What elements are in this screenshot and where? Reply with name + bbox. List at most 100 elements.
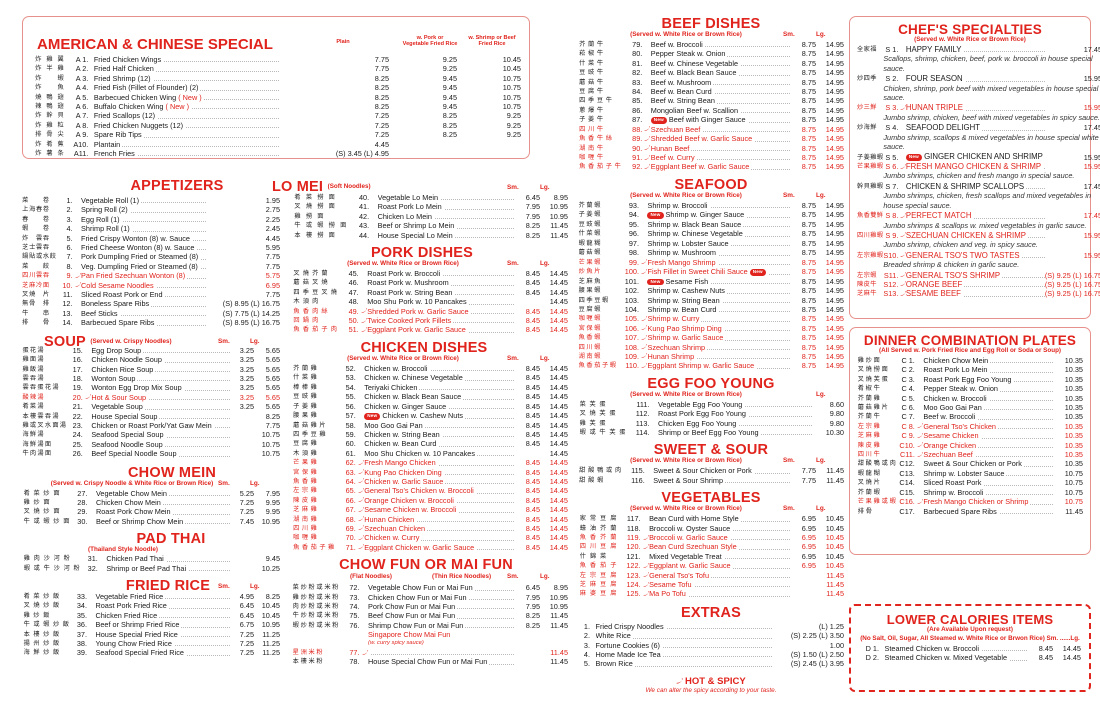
menu-item-row[interactable]: 芒果蝦 99. Fresh Mango Shrimp 8.75 14.95: [578, 257, 844, 267]
menu-item-row[interactable]: 家常豆腐 117. Bean Curd with Home Style 6.95 10.…: [578, 514, 844, 524]
menu-item-row[interactable]: 蘑菇叉燒 46. Roast Pork w. Mushroom 8.45 14.45: [292, 278, 568, 288]
menu-item-row[interactable]: 麻婆豆腐 125. Ma Po Tofu 11.45: [578, 589, 844, 599]
menu-item-row[interactable]: 雞或叉水面湯 23. Chicken or Roast Pork/Yat Gaw M…: [22, 420, 280, 430]
menu-item-row[interactable]: 咖喱牛 91. Beef w. Curry 8.75 14.95: [578, 153, 844, 163]
menu-item-row[interactable]: 芥蘭蝦 C15. Shrimp w. Broccoli 10.75: [857, 487, 1083, 497]
menu-item-row[interactable]: 魚香茄子 122. Eggplant w. Garlic Sauce 6.95 10.4…: [578, 561, 844, 571]
menu-item-row[interactable]: 排骨 14. Barbecued Spare Ribs (S) 8.95 (L) 16…: [22, 318, 280, 328]
menu-item-row[interactable]: 2. White Rice (S) 2.25 (L) 3.50: [578, 631, 844, 641]
menu-item-row[interactable]: 子姜蝦 94. New Shrimp w. Ginger Sauce 8.75 14.9…: [578, 210, 844, 220]
menu-item-row[interactable]: 魚香茄子牛 92. Eggplant Beef w. Garlic Sauce 8.7…: [578, 162, 844, 172]
menu-item-row[interactable]: 芝麻雞 67. Sesame Chicken w. Broccoli 8.45 14.4…: [292, 505, 568, 515]
menu-item-row[interactable]: 豆腐雞 60. Chicken w. Bean Curd 8.45 14.45: [292, 439, 568, 449]
menu-item-row[interactable]: 本樓撈面 44. House Special Lo Mein 8.25 11.45: [292, 230, 568, 240]
menu-item-row[interactable]: 菜炒粉或米粉 72. Vegetable Chow Fun or Mai Fun 6.…: [292, 583, 568, 593]
menu-item-row[interactable]: 四季豆叉燒 47. Roast Pork w. String Bean 8.45 14.…: [292, 287, 568, 297]
menu-item-row[interactable]: 四川雲吞 9. Pan Fried Szechuan Wonton (8) 5.75: [22, 271, 280, 281]
menu-item-row[interactable]: 四川豆腐 120. Bean Curd Szechuan Style 6.95 10.4…: [578, 542, 844, 552]
menu-item-row[interactable]: 炸雲吞 5. Fried Crispy Wonton (8) w. Sauce 4.4…: [22, 233, 280, 243]
menu-item-row[interactable]: 魚香雞 64. Chicken w. Garlic Sauce 8.45 14.45: [292, 476, 568, 486]
menu-item-row[interactable]: 魚香茄子肉 51. Eggplant Pork w. Garlic Sauce 8.4…: [292, 325, 568, 335]
menu-item-row[interactable]: 雞面湯 16. Chicken Noodle Soup 3.25 5.65: [22, 355, 280, 365]
menu-item-row[interactable]: 甜酸鴨或肉 115. Sweet & Sour Chicken or Pork 7.7…: [578, 466, 844, 476]
menu-item-row[interactable]: 甜酸鴨或肉 C12. Sweet & Sour Chicken or Pork 10.…: [857, 459, 1083, 469]
menu-item-row[interactable]: 四川牛 88. Szechuan Beef 8.75 14.95: [578, 124, 844, 134]
menu-item-row[interactable]: 3. Fortune Cookies (6) 1.00: [578, 640, 844, 650]
menu-item-row[interactable]: 叉燒芙蛋 112. Roast Pork Egg Foo Young 9.80: [578, 409, 844, 419]
menu-item-row[interactable]: 肴菜炒面 27. Vegetable Chow Mein 5.25 7.95: [22, 488, 280, 498]
menu-item-row[interactable]: 酸辣湯 20. Hot & Sour Soup 3.25 5.65: [22, 392, 280, 402]
menu-item-row[interactable]: 炸薯条 A11. French Fries (S) 3.45 (L) 4.95: [33, 149, 521, 159]
menu-item-row[interactable]: 蘑菇蝦 98. Shrimp w. Mushroom 8.75 14.95: [578, 248, 844, 258]
menu-item-row[interactable]: 蛋花湯 15. Egg Drop Soup 3.25 5.65: [22, 345, 280, 355]
menu-item-row[interactable]: 蘑菇牛 83. Beef w. Mushroom 8.75 14.95: [578, 77, 844, 87]
menu-item-row[interactable]: 叉燒片 C14. Sliced Roast Pork 10.75: [857, 478, 1083, 488]
menu-item-row[interactable]: 牛肉湯面 26. Beef Special Noodle Soup 10.75: [22, 449, 280, 459]
menu-item-row[interactable]: 星洲米粉 77. Singapore Chow Mai Fun (w. curry s…: [292, 630, 568, 658]
menu-item-row[interactable]: 四季豆雞 59. Chicken w. String Bean 8.45 14.45: [292, 429, 568, 439]
menu-item-row[interactable]: 菜卷 1. Vegetable Roll (1) 1.95: [22, 196, 280, 205]
menu-item-row[interactable]: 上海春卷 2. Spring Roll (2) 2.75: [22, 205, 280, 215]
menu-item-row[interactable]: 蝦或牛沙河粉 32. Shrimp or Beef Pad Thai 10.25: [22, 563, 280, 573]
menu-item-row[interactable]: 腰果蝦 102. Shrimp w. Cashew Nuts 8.75 14.95: [578, 286, 844, 296]
menu-item-row[interactable]: 木須雞 61. Moo Shu Chicken w. 10 Pancakes 14.4…: [292, 448, 568, 458]
menu-item-row[interactable]: 四季豆牛 85. Beef w. String Bean 8.75 14.95: [578, 96, 844, 106]
menu-item-row[interactable]: 雞芙蛋 113. Chicken Egg Foo Young 9.80: [578, 418, 844, 428]
menu-item-row[interactable]: 四川牛 C11. Szechuan Beef 10.35: [857, 450, 1083, 460]
menu-item-row[interactable]: 陳皮雞 C10. Orange Chicken 10.35: [857, 440, 1083, 450]
menu-item-row[interactable]: 咖喱蝦 105. Shrimp w. Curry 8.75 14.95: [578, 314, 844, 324]
menu-item-row[interactable]: 春卷 3. Egg Roll (1) 2.25: [22, 214, 280, 224]
menu-item-row[interactable]: 1. Fried Crispy Noodles (L) 1.25: [578, 621, 844, 631]
menu-item-row[interactable]: 芒果雞 62. Fresh Mango Chicken 8.45 14.45: [292, 458, 568, 468]
menu-item-row[interactable]: 肴菜撈面 40. Vegetable Lo Mein 6.45 8.95: [292, 193, 568, 202]
menu-item-row[interactable]: 牛或蝦炒飯 36. Beef or Shrimp Fried Rice 6.75 10.…: [22, 620, 280, 630]
menu-item-row[interactable]: 本樓米粉 78. House Special Chow Fun or Mai Fun…: [292, 657, 568, 667]
menu-item-row[interactable]: 豆豉蝦 95. Shrimp w. Black Bean Sauce 8.75 14.9…: [578, 219, 844, 229]
menu-item-row[interactable]: 蔥爆牛 86. Mongolian Beef w. Scallion 8.75 14.9…: [578, 105, 844, 115]
menu-item-row[interactable]: 炒魚片 100. Fish Fillet in Sweet Chili Sauce …: [578, 266, 844, 277]
menu-item-row[interactable]: 魚香牛絲 89. Shredded Beef w. Garlic Sauce 8.75…: [578, 134, 844, 144]
menu-item-row[interactable]: 豆豉牛 82. Beef w. Black Bean Sauce 8.75 14.95: [578, 68, 844, 78]
menu-item-row[interactable]: 左宗豆腐 123. General Tso's Tofu 11.45: [578, 570, 844, 580]
menu-item-row[interactable]: 什菜蝦 96. Shrimp w. Chinese Vegetable 8.75 14.…: [578, 229, 844, 239]
menu-item-row[interactable]: 雞炒面 28. Chicken Chow Mein 7.25 9.95: [22, 497, 280, 507]
menu-item-row[interactable]: 芝麻魚 101. New Sesame Fish 8.75 14.95: [578, 276, 844, 287]
menu-item-row[interactable]: 雞炒粉或米粉 73. Chicken Chow Fun or Mai Fun 7.95…: [292, 592, 568, 602]
menu-item-row[interactable]: 芝麻冷面 10. Cold Sesame Noodles 6.95: [22, 280, 280, 290]
menu-item-row[interactable]: 雞肉沙河粉 31. Chicken Pad Thai 9.45: [22, 554, 280, 564]
menu-item-row[interactable]: 叉燒撈面 41. Roast Pork Lo Mein 7.95 10.95: [292, 202, 568, 212]
menu-item-row[interactable]: 豆腐蝦 104. Shrimp w. Bean Curd 8.75 14.95: [578, 304, 844, 314]
menu-item-row[interactable]: 菜餃 8. Veg. Dumpling Fried or Steamed (8) 7.…: [22, 261, 280, 271]
menu-item-row[interactable]: 牛串 13. Beef Sticks (S) 7.75 (L) 14.25: [22, 308, 280, 318]
menu-item-row[interactable]: 左宗蝦 S11. GENERAL TSO'S SHRIMP (S) 9.25 (L) …: [857, 270, 1100, 280]
menu-item-row[interactable]: 陳皮牛 S12. ORANGE BEEF (S) 9.25 (L) 16.75: [857, 279, 1100, 289]
menu-item-row[interactable]: 雲吞湯 18. Wonton Soup 3.25 5.65: [22, 373, 280, 383]
menu-item-row[interactable]: 蘑菇雞片 58. Moo Goo Gai Pan 8.45 14.45: [292, 420, 568, 430]
menu-item-row[interactable]: 左宗雞蝦 S10. GENERAL TSO'S TWO TASTES 15.95: [857, 250, 1100, 260]
menu-item-row[interactable]: 5. Brown Rice (S) 2.45 (L) 3.95: [578, 659, 844, 669]
menu-item-row[interactable]: 什錦菜 121. Mixed Vegetable Treat 6.95 10.45: [578, 551, 844, 561]
menu-item-row[interactable]: 湖南蝦 109. Hunan Shrimp 8.75 14.95: [578, 351, 844, 361]
menu-item-row[interactable]: 子姜牛 87. New Beef with Ginger Sauce 8.75 14.9…: [578, 115, 844, 125]
menu-item-row[interactable]: 炸肴蕉 A10. Plantain 4.45: [33, 139, 521, 149]
menu-item-row[interactable]: 蝦龍糊 C13. Shrimp w. Lobster Sauce 10.75: [857, 468, 1083, 478]
menu-item-row[interactable]: D 1. Steamed Chicken w. Broccoli 8.45 14.45: [859, 644, 1081, 653]
menu-item-row[interactable]: 蠔油芥蘭 118. Broccoli w. Oyster Sauce 6.95 10.4…: [578, 523, 844, 533]
menu-item-row[interactable]: 甜酸蝦 116. Sweet & Sour Shrimp 7.75 11.45: [578, 475, 844, 485]
